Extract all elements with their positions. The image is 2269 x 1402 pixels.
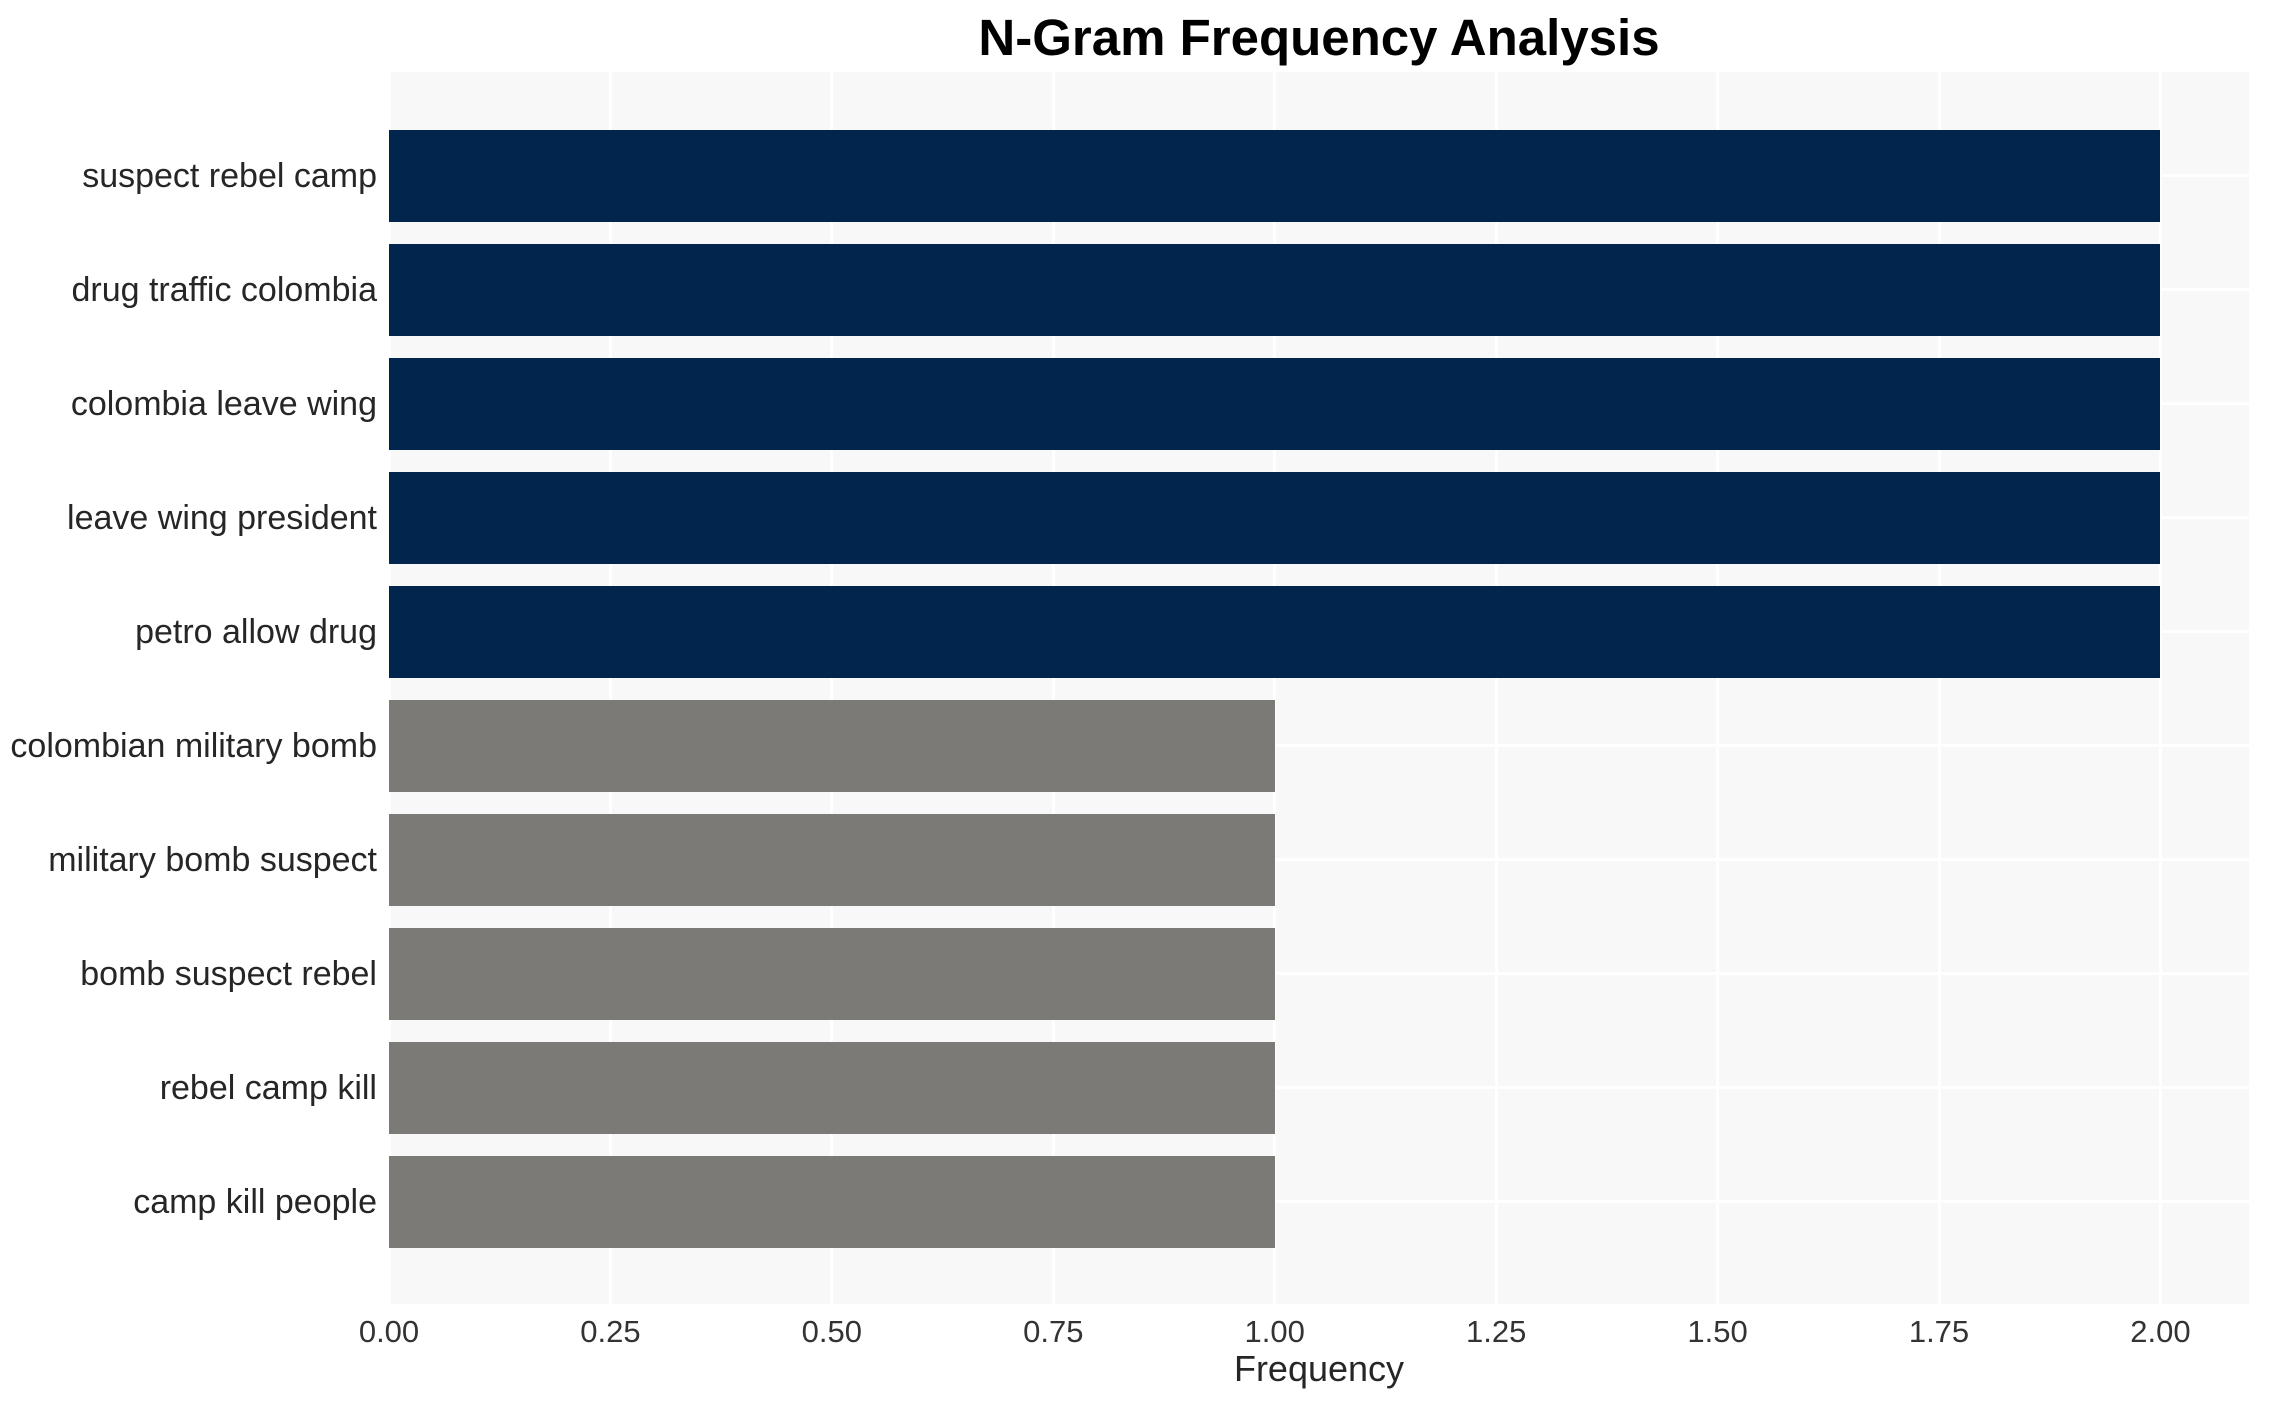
- vertical-gridline: [1937, 72, 1941, 1304]
- x-axis-tick-label: 1.75: [1908, 1314, 1970, 1349]
- frequency-bar: [389, 1156, 1275, 1248]
- x-axis-tick-label: 0.50: [801, 1314, 863, 1349]
- y-axis-label: colombian military bomb: [10, 726, 377, 765]
- frequency-bar: [389, 358, 2161, 450]
- frequency-bar: [389, 130, 2161, 222]
- x-axis-title: Frequency: [1233, 1348, 1405, 1389]
- vertical-gridline: [387, 72, 391, 1304]
- horizontal-gridline: [389, 744, 2249, 747]
- bar-row: [389, 1031, 2249, 1145]
- frequency-bar: [389, 472, 2161, 564]
- y-axis-label: drug traffic colombia: [71, 270, 377, 309]
- horizontal-gridline: [389, 1086, 2249, 1089]
- plot-area: [387, 72, 2249, 1304]
- chart-title: N-Gram Frequency Analysis: [978, 9, 1660, 66]
- y-axis-label: petro allow drug: [135, 612, 377, 651]
- y-axis-labels: suspect rebel camp drug traffic colombia c…: [0, 72, 377, 1304]
- vertical-gridline: [1051, 72, 1055, 1304]
- frequency-bar: [389, 1042, 1275, 1134]
- x-axis-tick-label: 1.50: [1687, 1314, 1748, 1349]
- y-axis-label: rebel camp kill: [159, 1068, 377, 1107]
- y-axis-label: military bomb suspect: [48, 840, 377, 879]
- frequency-bar: [389, 928, 1275, 1020]
- bar-row: [389, 689, 2249, 803]
- y-axis-label: camp kill people: [133, 1182, 377, 1221]
- frequency-bar: [389, 586, 2161, 678]
- bar-row: [389, 575, 2249, 689]
- x-axis-tick-label: 1.00: [1244, 1314, 1305, 1349]
- x-axis-tick-label: 1.25: [1465, 1314, 1527, 1349]
- vertical-gridline: [1273, 72, 1277, 1304]
- bar-row: [389, 347, 2249, 461]
- horizontal-gridline: [389, 858, 2249, 861]
- vertical-gridline: [608, 72, 612, 1304]
- horizontal-gridline: [389, 972, 2249, 975]
- y-axis-label: suspect rebel camp: [82, 156, 377, 195]
- vertical-gridline: [830, 72, 834, 1304]
- bar-row: [389, 803, 2249, 917]
- horizontal-gridline: [389, 1200, 2249, 1203]
- y-axis-label: leave wing president: [67, 498, 377, 537]
- vertical-gridline: [2158, 72, 2162, 1304]
- bar-row: [389, 917, 2249, 1031]
- frequency-bar: [389, 244, 2161, 336]
- x-axis-tick-label: 0.00: [358, 1314, 420, 1349]
- bar-row: [389, 461, 2249, 575]
- frequency-bar: [389, 814, 1275, 906]
- x-axis-tick-label: 0.75: [1023, 1314, 1084, 1349]
- vertical-gridline: [1716, 72, 1720, 1304]
- vertical-gridline: [1494, 72, 1498, 1304]
- bar-row: [389, 1145, 2249, 1259]
- y-axis-label: colombia leave wing: [70, 384, 377, 423]
- bar-row: [389, 233, 2249, 347]
- y-axis-label: bomb suspect rebel: [80, 954, 377, 993]
- frequency-bar: [389, 700, 1275, 792]
- bar-row: [389, 119, 2249, 233]
- x-axis-tick-label: 2.00: [2130, 1314, 2191, 1349]
- x-axis-tick-label: 0.25: [580, 1314, 641, 1349]
